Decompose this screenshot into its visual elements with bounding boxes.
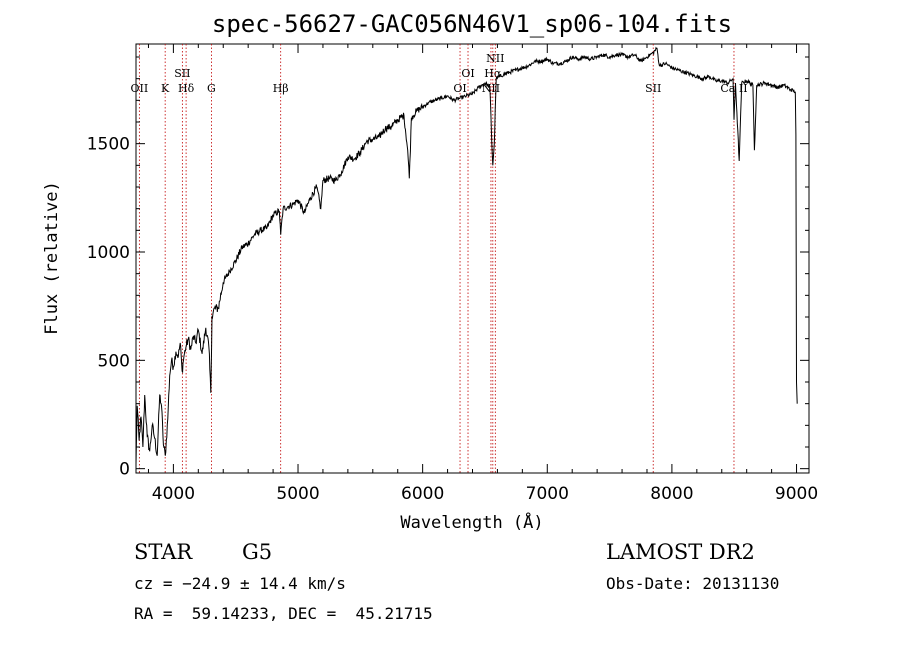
line-marker-label-9: Hα (484, 67, 502, 80)
line-marker-label-7: OI (461, 67, 474, 80)
line-marker-label-10: NII (486, 52, 504, 65)
line-marker-label-4: G (207, 82, 216, 95)
line-marker-label-3: Hδ (178, 82, 195, 95)
redshift-cz: cz = −24.9 ± 14.4 km/s (134, 574, 346, 593)
y-tick-label-1500: 1500 (87, 135, 130, 155)
line-marker-label-12: Ca II (720, 82, 747, 95)
line-marker-label-5: Hβ (273, 82, 289, 95)
x-axis-ticks: 4000 5000 6000 7000 8000 9000 (147, 44, 818, 504)
line-marker-label-11: SII (645, 82, 661, 95)
y-tick-label-0: 0 (119, 460, 130, 480)
object-class: STAR (134, 540, 193, 564)
y-axis-ticks: 0 500 1000 1500 (87, 56, 809, 480)
x-tick-label-4000: 4000 (152, 484, 195, 504)
x-tick-label-5000: 5000 (276, 484, 319, 504)
spectrum-chart: spec-56627-GAC056N46V1_sp06-104.fits OII… (42, 10, 818, 533)
chart-title: spec-56627-GAC056N46V1_sp06-104.fits (212, 10, 732, 38)
y-tick-label-500: 500 (98, 351, 130, 371)
x-tick-label-8000: 8000 (650, 484, 693, 504)
x-tick-label-9000: 9000 (775, 484, 818, 504)
flux-series-line (135, 46, 798, 465)
x-tick-label-6000: 6000 (401, 484, 444, 504)
x-axis-label: Wavelength (Å) (400, 511, 543, 533)
line-marker-label-2: SII (174, 67, 190, 80)
object-subclass: G5 (242, 540, 273, 564)
ra-dec-coordinates: RA = 59.14233, DEC = 45.21715 (134, 604, 433, 623)
line-marker-label-0: OII (131, 82, 149, 95)
line-marker-label-6: OI (453, 82, 466, 95)
y-axis-label: Flux (relative) (42, 181, 62, 335)
survey-name: LAMOST DR2 (606, 540, 755, 564)
y-tick-label-1000: 1000 (87, 243, 130, 263)
observation-date: Obs-Date: 20131130 (606, 574, 780, 593)
x-tick-label-7000: 7000 (526, 484, 569, 504)
line-marker-label-1: K (161, 82, 170, 95)
